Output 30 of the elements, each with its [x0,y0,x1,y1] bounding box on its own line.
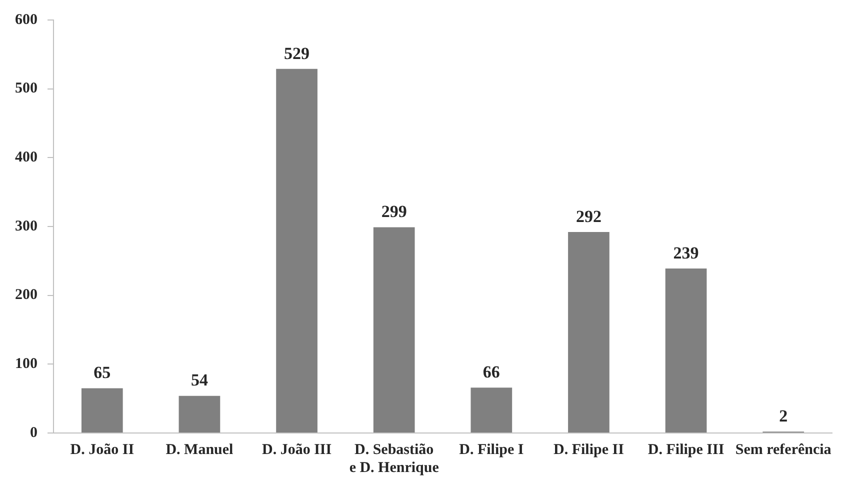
data-label: 65 [94,363,111,382]
x-tick-label: D. Filipe I [459,442,524,458]
x-tick-label: D. João II [70,442,134,458]
bar [373,227,415,432]
y-tick-label: 300 [15,218,38,234]
bar [665,268,707,432]
y-tick-label: 200 [15,287,38,304]
y-tick-label: 600 [15,12,38,28]
x-tick-label: D. Manuel [166,442,234,458]
x-tick-label: Sem referência [735,442,832,458]
bar [470,388,512,432]
data-label: 292 [576,206,602,226]
data-label: 299 [381,202,407,222]
data-label: 2 [779,406,788,426]
x-tick-label: D. Filipe III [648,442,724,458]
data-label: 239 [673,243,699,262]
x-tick-label: D. João III [262,442,332,458]
data-label: 54 [190,370,208,390]
y-tick-label: 100 [15,356,38,372]
bar [178,396,220,432]
data-label: 529 [284,44,310,63]
x-tick-label: D. Sebastião e D. Henrique [349,442,440,476]
data-label: 66 [482,362,500,382]
bar [276,68,318,432]
y-tick-label: 500 [15,80,38,97]
bar [81,388,123,432]
x-tick-label: D. Filipe II [554,442,624,458]
y-tick-label: 400 [15,150,38,166]
y-tick-label: 0 [30,424,38,441]
bar [568,232,610,432]
